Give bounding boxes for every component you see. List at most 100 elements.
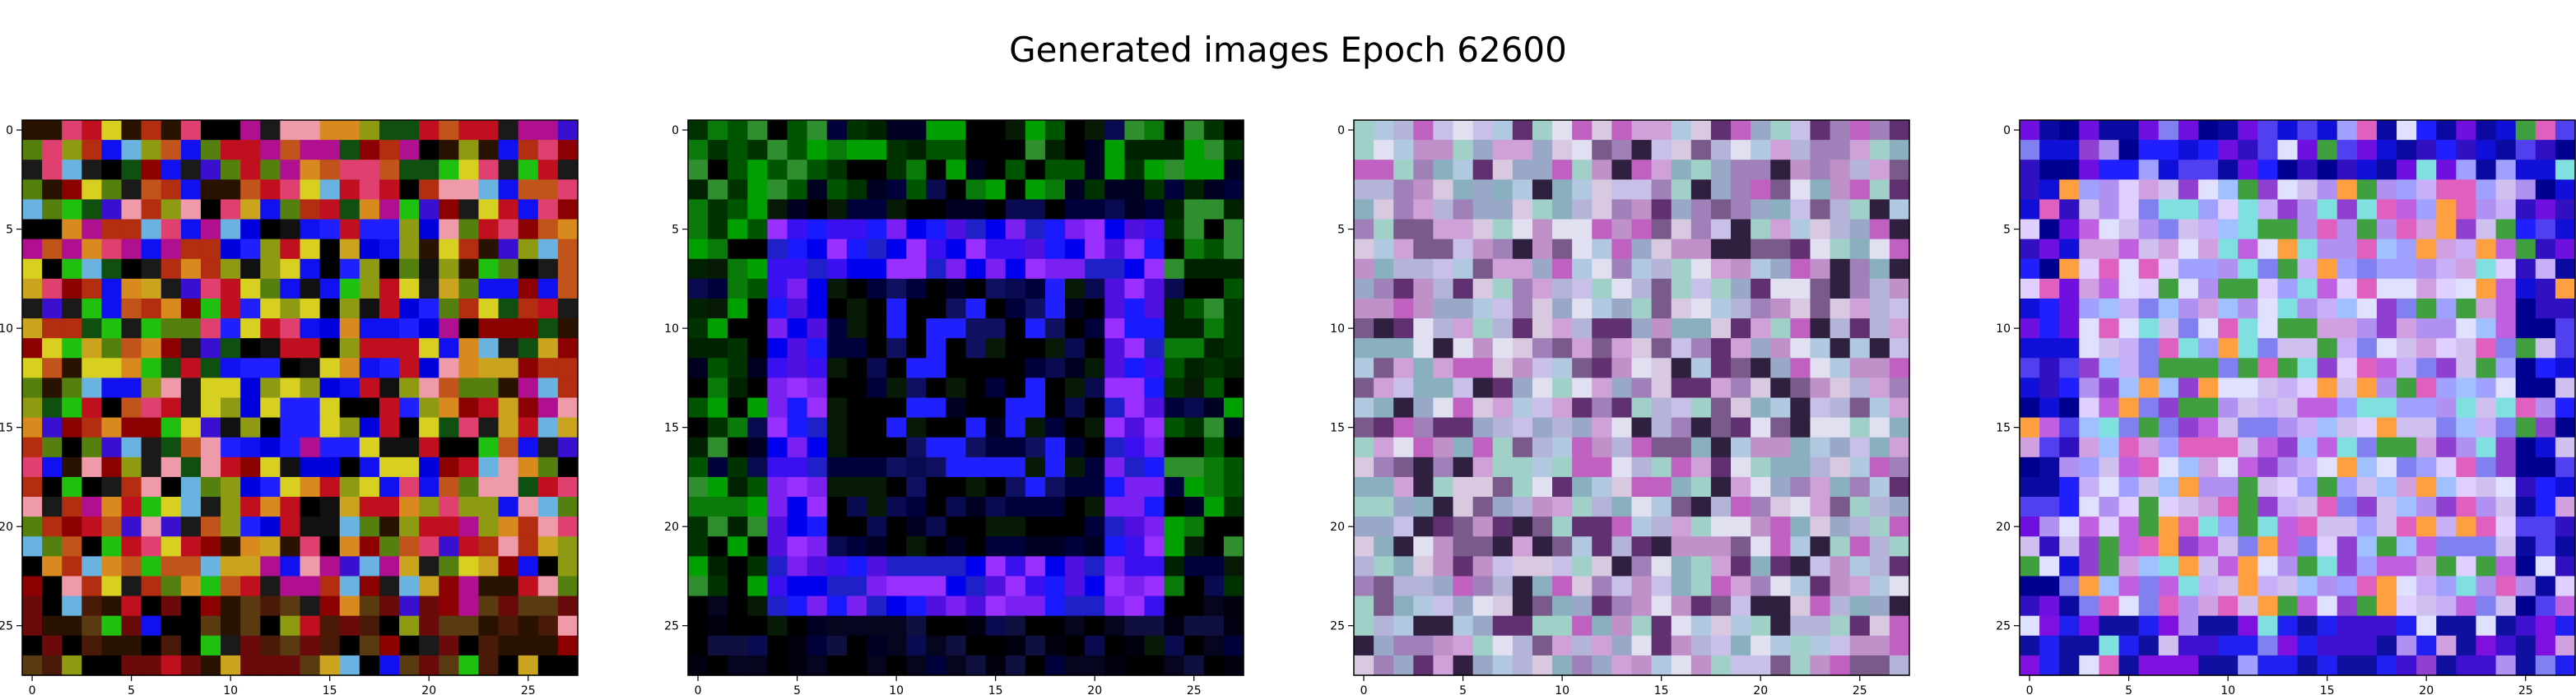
pixel-cell bbox=[1731, 120, 1751, 141]
pixel-cell bbox=[1790, 239, 1811, 260]
pixel-cell bbox=[439, 437, 459, 458]
pixel-cell bbox=[1592, 655, 1612, 676]
pixel-cell bbox=[2555, 595, 2576, 617]
pixel-cell bbox=[537, 397, 559, 419]
pixel-cell bbox=[1085, 199, 1105, 220]
pixel-cell bbox=[1065, 318, 1086, 339]
pixel-cell bbox=[1631, 358, 1653, 378]
pixel-cell bbox=[1374, 576, 1394, 597]
pixel-cell bbox=[906, 417, 927, 438]
pixel-cell bbox=[2476, 199, 2497, 220]
pixel-cell bbox=[965, 239, 987, 260]
pixel-cell bbox=[1354, 239, 1374, 260]
pixel-cell bbox=[379, 378, 400, 399]
pixel-cell bbox=[906, 239, 927, 260]
pixel-cell bbox=[399, 635, 420, 656]
pixel-cell bbox=[1124, 219, 1146, 240]
pixel-cell bbox=[2059, 576, 2080, 597]
pixel-cell bbox=[826, 397, 848, 419]
pixel-cell bbox=[1433, 179, 1454, 201]
pixel-cell bbox=[985, 239, 1007, 260]
pixel-cell bbox=[1472, 476, 1494, 498]
pixel-cell bbox=[866, 615, 887, 637]
pixel-cell bbox=[2039, 417, 2060, 438]
pixel-cell bbox=[2376, 655, 2397, 676]
pixel-cell bbox=[2555, 358, 2576, 378]
pixel-cell bbox=[180, 219, 202, 240]
pixel-cell bbox=[1690, 536, 1712, 557]
pixel-cell bbox=[419, 160, 439, 180]
pixel-cell bbox=[1044, 536, 1066, 557]
pixel-cell bbox=[1731, 318, 1751, 339]
pixel-cell bbox=[1869, 179, 1890, 201]
pixel-cell bbox=[2277, 556, 2299, 577]
pixel-cell bbox=[1085, 437, 1105, 458]
pixel-cell bbox=[1144, 456, 1165, 478]
pixel-cell bbox=[2158, 239, 2179, 260]
pixel-cell bbox=[81, 378, 103, 399]
y-tick-label: 15 bbox=[1330, 422, 1345, 435]
pixel-cell bbox=[728, 615, 748, 637]
pixel-cell bbox=[439, 378, 459, 399]
pixel-cell bbox=[300, 239, 321, 260]
pixel-cell bbox=[101, 476, 123, 498]
pixel-cell bbox=[1025, 595, 1046, 617]
pixel-cell bbox=[1671, 318, 1692, 339]
pixel-cell bbox=[160, 595, 182, 617]
pixel-cell bbox=[886, 456, 907, 478]
pixel-cell bbox=[537, 635, 559, 656]
pixel-cell bbox=[1790, 318, 1811, 339]
pixel-cell bbox=[2158, 358, 2179, 378]
pixel-cell bbox=[1354, 497, 1374, 517]
pixel-cell bbox=[42, 378, 63, 399]
pixel-cell bbox=[260, 298, 281, 319]
pixel-cell bbox=[2337, 437, 2358, 458]
pixel-cell bbox=[1790, 576, 1811, 597]
pixel-cell bbox=[2138, 140, 2160, 160]
pixel-cell bbox=[2297, 160, 2318, 180]
pixel-cell bbox=[1532, 417, 1553, 438]
pixel-cell bbox=[2039, 160, 2060, 180]
pixel-cell bbox=[2118, 258, 2140, 280]
pixel-cell bbox=[1164, 160, 1185, 180]
pixel-cell bbox=[121, 120, 142, 141]
pixel-cell bbox=[2476, 595, 2497, 617]
pixel-cell bbox=[1671, 378, 1692, 399]
pixel-cell bbox=[2456, 219, 2477, 240]
pixel-cell bbox=[1393, 615, 1414, 637]
pixel-cell bbox=[1731, 655, 1751, 676]
pixel-cell bbox=[985, 358, 1007, 378]
pixel-cell bbox=[846, 456, 867, 478]
pixel-cell bbox=[2099, 298, 2120, 319]
pixel-cell bbox=[478, 615, 500, 637]
pixel-cell bbox=[339, 556, 360, 577]
pixel-cell bbox=[1512, 397, 1533, 419]
pixel-cell bbox=[1770, 219, 1791, 240]
pixel-cell bbox=[985, 179, 1007, 201]
pixel-cell bbox=[965, 615, 987, 637]
pixel-cell bbox=[1830, 536, 1851, 557]
pixel-cell bbox=[2337, 239, 2358, 260]
pixel-cell bbox=[2515, 655, 2536, 676]
pixel-cell bbox=[906, 497, 927, 517]
pixel-cell bbox=[866, 199, 887, 220]
pixel-cell bbox=[688, 298, 709, 319]
pixel-cell bbox=[846, 397, 867, 419]
pixel-cell bbox=[1572, 397, 1593, 419]
pixel-cell bbox=[280, 239, 301, 260]
pixel-cell bbox=[1472, 397, 1494, 419]
pixel-cell bbox=[1751, 595, 1771, 617]
pixel-cell bbox=[2238, 536, 2258, 557]
pixel-cell bbox=[518, 219, 539, 240]
pixel-cell bbox=[1203, 615, 1225, 637]
pixel-cell bbox=[1492, 615, 1514, 637]
pixel-cell bbox=[1651, 199, 1672, 220]
pixel-cell bbox=[708, 635, 728, 656]
pixel-cell bbox=[62, 378, 82, 399]
pixel-cell bbox=[985, 199, 1007, 220]
pixel-cell bbox=[2099, 437, 2120, 458]
pixel-cell bbox=[1731, 595, 1751, 617]
pixel-cell bbox=[1751, 160, 1771, 180]
pixel-cell bbox=[379, 140, 400, 160]
pixel-cell bbox=[2218, 556, 2239, 577]
